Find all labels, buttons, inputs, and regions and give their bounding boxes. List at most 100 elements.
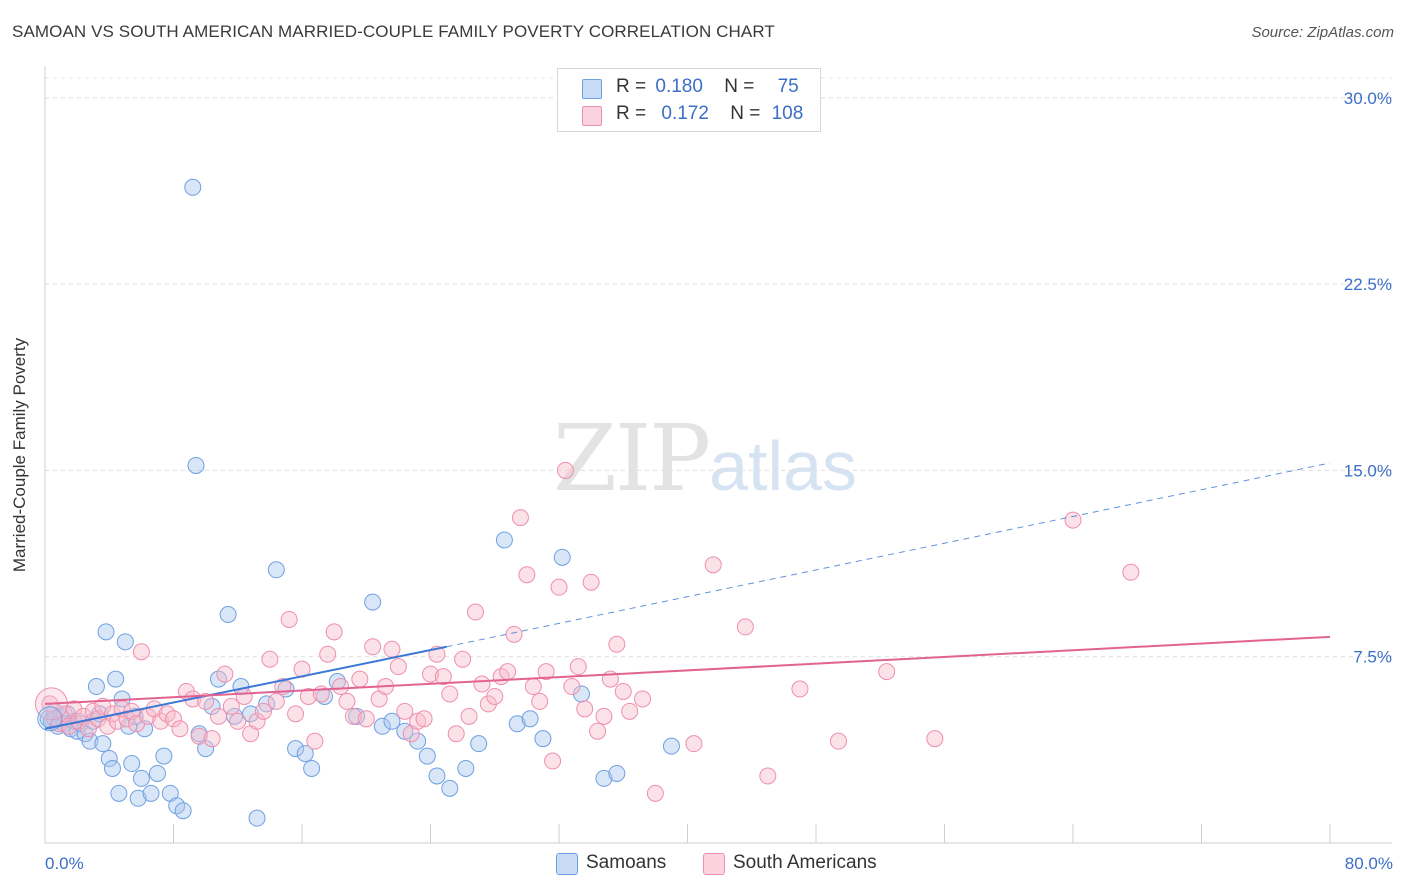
samoan-point: [37, 706, 63, 732]
south-american-point: [1064, 511, 1082, 529]
samoan-trend-line: [44, 645, 447, 730]
south-american-point: [704, 556, 722, 574]
south-american-point: [736, 618, 754, 636]
south-american-point: [287, 705, 305, 723]
south-american-point: [614, 682, 632, 700]
south-american-point: [460, 707, 478, 725]
samoan-point: [267, 561, 285, 579]
south-american-point: [466, 603, 484, 621]
samoan-point: [155, 747, 173, 765]
samoan-trend-line-extension: [446, 462, 1331, 648]
samoan-point: [277, 680, 295, 698]
south-american-point: [235, 687, 253, 705]
south-american-point: [254, 702, 272, 720]
samoan-point: [87, 678, 105, 696]
samoan-point: [132, 769, 150, 787]
south-american-point: [364, 638, 382, 656]
samoan-point: [373, 717, 391, 735]
legend-n-label: N =: [730, 103, 761, 124]
samoan-point: [553, 548, 571, 566]
samoan-point: [296, 745, 314, 763]
y-tick-label: 22.5%: [1344, 275, 1392, 294]
samoan-point: [142, 784, 160, 802]
south-american-point: [544, 752, 562, 770]
south-american-point: [608, 635, 626, 653]
south-american-point: [132, 643, 150, 661]
south-american-point: [531, 692, 549, 710]
legend: R = 0.180 N = 75 R = 0.172 N = 108: [557, 68, 821, 132]
samoan-point: [97, 623, 115, 641]
south-american-point: [595, 707, 613, 725]
south-american-point: [415, 710, 433, 728]
samoan-point: [383, 712, 401, 730]
south-american-point: [524, 678, 542, 696]
bottom-legend-label-samoans: Samoans: [586, 852, 667, 873]
samoan-point: [174, 802, 192, 820]
south-american-point: [621, 702, 639, 720]
south-american-point: [338, 692, 356, 710]
south-american-point: [422, 665, 439, 683]
bottom-legend-swatch-south-americans: [703, 853, 725, 875]
legend-r-label: R =: [616, 76, 647, 97]
south-american-trend-line: [44, 635, 1331, 705]
watermark: ZIPatlas: [553, 405, 857, 512]
south-american-point: [511, 509, 529, 527]
south-american-point: [190, 727, 208, 745]
south-american-point: [878, 663, 896, 681]
south-american-point: [261, 650, 279, 668]
legend-swatch-south-americans: [582, 106, 602, 126]
legend-n-label: N =: [724, 76, 755, 97]
samoan-point: [534, 730, 552, 748]
samoan-point: [148, 764, 166, 782]
south-american-point: [582, 573, 600, 591]
bottom-legend-swatch-samoans: [556, 853, 578, 875]
south-american-point: [473, 675, 491, 693]
x-tick-label: 0.0%: [45, 854, 84, 873]
samoan-point: [100, 750, 118, 768]
samoan-point: [662, 737, 680, 755]
south-american-point: [499, 663, 517, 681]
south-american-point: [319, 645, 337, 663]
chart-title: SAMOAN VS SOUTH AMERICAN MARRIED-COUPLE …: [12, 22, 775, 41]
samoan-point: [187, 456, 205, 474]
south-american-point: [537, 663, 555, 681]
watermark-atlas: atlas: [709, 427, 858, 505]
samoan-point: [107, 670, 125, 688]
south-american-point: [505, 625, 523, 643]
samoan-point: [129, 789, 147, 807]
south-american-point: [165, 710, 182, 728]
samoan-point: [248, 809, 266, 827]
samoan-point: [521, 710, 539, 728]
south-american-point: [434, 668, 452, 686]
south-american-point: [357, 710, 375, 728]
south-american-point: [209, 707, 227, 725]
samoan-point: [219, 605, 237, 623]
south-american-point: [280, 610, 298, 628]
x-tick-label: 80.0%: [1345, 854, 1393, 873]
y-tick-label: 15.0%: [1344, 461, 1392, 480]
south-american-point: [396, 702, 414, 720]
samoan-point: [287, 740, 305, 758]
watermark-zip: ZIP: [553, 405, 711, 512]
south-american-point: [685, 735, 703, 753]
south-american-point: [332, 678, 350, 696]
y-axis-label: Married-Couple Family Poverty: [10, 337, 29, 573]
south-american-point: [576, 700, 594, 718]
south-american-point: [344, 707, 362, 725]
south-american-point: [791, 680, 809, 698]
south-american-point: [926, 730, 944, 748]
legend-n-value-south-americans: 108: [771, 103, 804, 124]
south-american-point: [248, 712, 266, 730]
south-american-point: [518, 566, 536, 584]
samoan-point: [418, 747, 436, 765]
south-american-point: [634, 690, 652, 708]
south-american-point: [171, 720, 189, 738]
legend-swatch-samoans: [582, 79, 602, 99]
samoan-point: [81, 732, 99, 750]
samoan-point: [470, 735, 488, 753]
south-american-point: [325, 623, 343, 641]
south-american-point: [589, 722, 607, 740]
samoan-point: [441, 779, 459, 797]
source-label: Source: ZipAtlas.com: [1251, 24, 1394, 41]
